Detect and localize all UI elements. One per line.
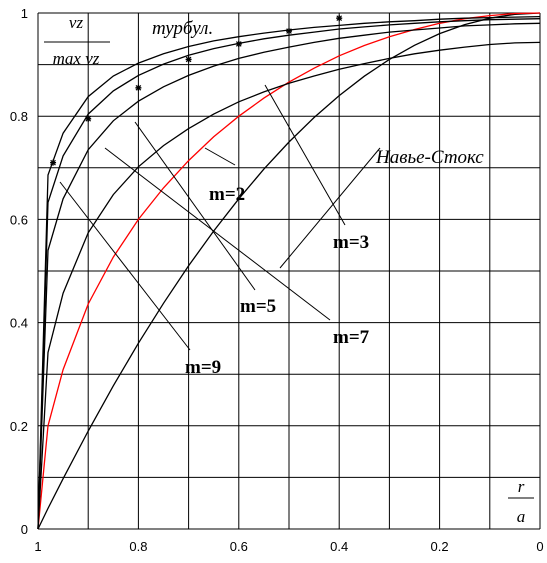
leader-line: [279, 147, 381, 269]
annotation-m2: m=2: [209, 184, 245, 205]
y-tick-label: 0.6: [10, 212, 28, 227]
leader-line: [134, 121, 256, 291]
annotation-m7: m=7: [333, 327, 370, 348]
leader-line: [104, 147, 331, 321]
y-tick-label: 0.2: [10, 419, 28, 434]
turbulent-marker: [135, 84, 142, 91]
turbulent-marker: [286, 28, 292, 35]
annotation-navier-stokes: Навье-Стокс: [375, 147, 484, 168]
annotation-m5: m=5: [240, 296, 276, 317]
annotation-turbulent: турбул.: [152, 18, 213, 39]
series-line-m3: [37, 41, 541, 530]
grid: [37, 12, 541, 530]
x-axis-label-numerator: r: [518, 477, 525, 496]
leader-line: [264, 84, 346, 226]
annotation-m3: m=3: [333, 232, 369, 253]
x-tick-label: 0.4: [330, 539, 348, 554]
x-axis-label-denominator: a: [517, 507, 526, 526]
x-tick-label: 0: [536, 539, 543, 554]
series-line-navier-stokes: [37, 12, 541, 530]
y-tick-label: 0: [21, 522, 28, 537]
turbulent-marker: [235, 40, 242, 47]
leader-line: [204, 147, 236, 166]
turbulent-marker: [50, 159, 57, 166]
turbulent-marker: [336, 15, 343, 22]
series-line-m5: [37, 22, 541, 530]
y-tick-label: 0.4: [10, 316, 28, 331]
series-curves: [37, 12, 541, 530]
turbulent-marker: [85, 115, 92, 122]
y-axis-label-numerator: vz: [69, 13, 84, 32]
labels: vz max vz r a турбул. Навье-Стокс m=2 m=…: [44, 13, 534, 526]
annotation-leaders: [59, 84, 381, 351]
x-tick-label: 0.2: [431, 539, 449, 554]
x-tick-label: 0.8: [129, 539, 147, 554]
y-axis-label-denominator: max vz: [53, 49, 100, 68]
y-tick-label: 0.8: [10, 109, 28, 124]
turbulent-markers: [50, 15, 343, 166]
y-tick-label: 1: [21, 6, 28, 21]
tick-labels: 0 0.2 0.4 0.6 0.8 1 1 0.8 0.6 0.4 0.2 0: [10, 6, 544, 554]
x-tick-label: 1: [34, 539, 41, 554]
series-line-m9: [37, 15, 541, 530]
series-line-m7: [37, 18, 541, 530]
leader-line: [59, 181, 191, 351]
turbulent-marker: [185, 56, 192, 63]
annotation-m9: m=9: [185, 357, 221, 378]
x-tick-label: 0.6: [230, 539, 248, 554]
